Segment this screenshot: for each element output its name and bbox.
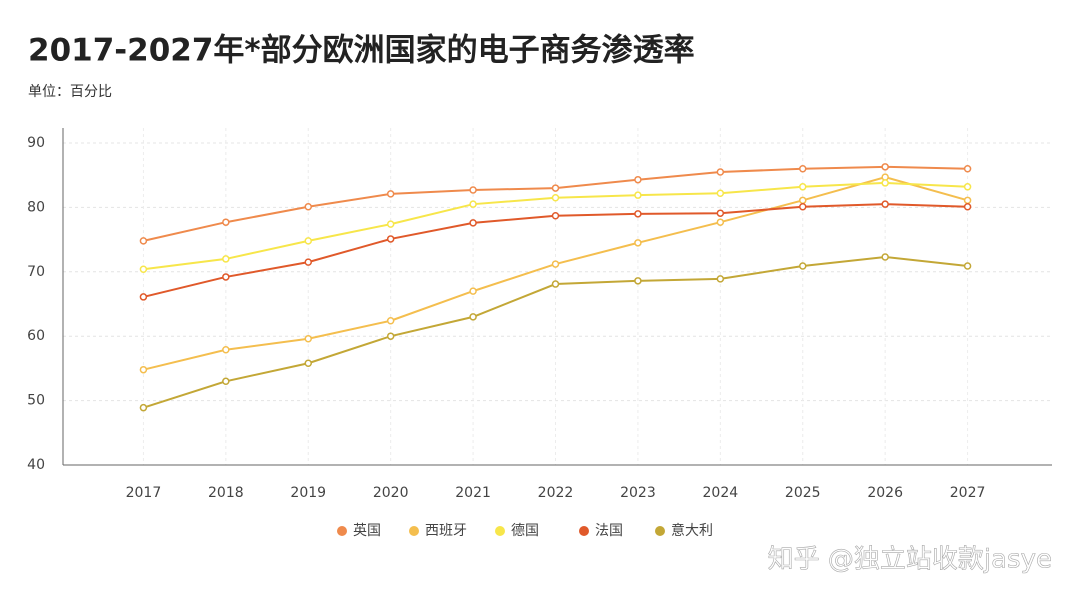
point bbox=[469, 200, 477, 208]
point bbox=[551, 193, 560, 202]
point bbox=[881, 179, 889, 187]
y-tick-label: 50 bbox=[27, 393, 45, 409]
point bbox=[386, 316, 395, 325]
legend-marker bbox=[655, 526, 665, 536]
point bbox=[634, 191, 642, 199]
point bbox=[881, 253, 889, 261]
point bbox=[634, 175, 642, 184]
legend-label: 英国 bbox=[353, 522, 381, 539]
point bbox=[469, 219, 477, 227]
x-tick-label: 2017 bbox=[126, 485, 162, 501]
point bbox=[881, 200, 889, 208]
legend-label: 德国 bbox=[511, 523, 539, 539]
chart-title: 2017-2027年*部分欧洲国家的电子商务渗透率 bbox=[28, 33, 695, 69]
y-tick-label: 40 bbox=[27, 457, 45, 473]
point bbox=[222, 377, 230, 386]
legend-label: 法国 bbox=[595, 523, 623, 539]
point bbox=[222, 218, 230, 226]
legend-marker bbox=[579, 526, 589, 536]
point bbox=[139, 237, 148, 245]
point bbox=[963, 203, 972, 211]
x-tick-label: 2027 bbox=[950, 485, 986, 501]
legend-label: 意大利 bbox=[671, 522, 713, 539]
chart-subtitle: 单位：百分比 bbox=[28, 84, 112, 100]
point bbox=[881, 163, 889, 171]
legend-marker bbox=[495, 526, 505, 536]
x-tick-label: 2023 bbox=[620, 485, 656, 501]
point bbox=[304, 258, 312, 266]
x-tick-label: 2026 bbox=[867, 485, 903, 501]
y-tick-label: 60 bbox=[27, 328, 45, 344]
point bbox=[634, 239, 642, 247]
point bbox=[386, 190, 395, 198]
point bbox=[551, 212, 560, 220]
point bbox=[386, 332, 395, 340]
x-tick-label: 2022 bbox=[538, 485, 574, 501]
x-tick-label: 2020 bbox=[373, 485, 409, 501]
point bbox=[139, 365, 148, 374]
point bbox=[716, 168, 725, 176]
point bbox=[716, 209, 725, 217]
x-tick-label: 2019 bbox=[290, 485, 326, 501]
point bbox=[551, 280, 560, 288]
point bbox=[469, 186, 477, 194]
y-tick-label: 80 bbox=[27, 199, 45, 215]
point bbox=[799, 262, 807, 270]
point bbox=[799, 165, 807, 173]
legend-label: 西班牙 bbox=[425, 523, 467, 539]
point bbox=[634, 277, 642, 285]
point bbox=[222, 345, 230, 354]
point bbox=[139, 293, 148, 301]
legend-marker bbox=[337, 526, 347, 536]
point bbox=[139, 403, 148, 412]
point bbox=[716, 189, 725, 197]
point bbox=[222, 273, 230, 281]
point bbox=[386, 220, 395, 228]
point bbox=[469, 287, 477, 295]
point bbox=[716, 275, 725, 283]
point bbox=[386, 235, 395, 243]
legend-marker bbox=[409, 526, 419, 536]
point bbox=[963, 196, 972, 205]
point bbox=[551, 260, 560, 268]
y-tick-label: 90 bbox=[27, 135, 45, 151]
point bbox=[963, 183, 972, 191]
point bbox=[139, 265, 148, 273]
x-tick-label: 2024 bbox=[703, 485, 739, 501]
point bbox=[799, 196, 807, 205]
point bbox=[469, 313, 477, 321]
point bbox=[551, 184, 560, 192]
y-tick-label: 70 bbox=[27, 264, 45, 280]
point bbox=[716, 218, 725, 226]
point bbox=[304, 203, 312, 211]
point bbox=[799, 183, 807, 191]
x-tick-label: 2018 bbox=[208, 485, 244, 501]
x-tick-label: 2025 bbox=[785, 485, 821, 501]
point bbox=[799, 203, 807, 211]
point bbox=[634, 210, 642, 218]
point bbox=[963, 262, 972, 270]
point bbox=[304, 359, 312, 367]
x-tick-label: 2021 bbox=[455, 485, 491, 501]
watermark: 知乎 @独立站收款jasye bbox=[768, 545, 1052, 575]
point bbox=[963, 165, 972, 173]
point bbox=[222, 255, 230, 263]
point bbox=[304, 335, 312, 343]
point bbox=[304, 237, 312, 245]
